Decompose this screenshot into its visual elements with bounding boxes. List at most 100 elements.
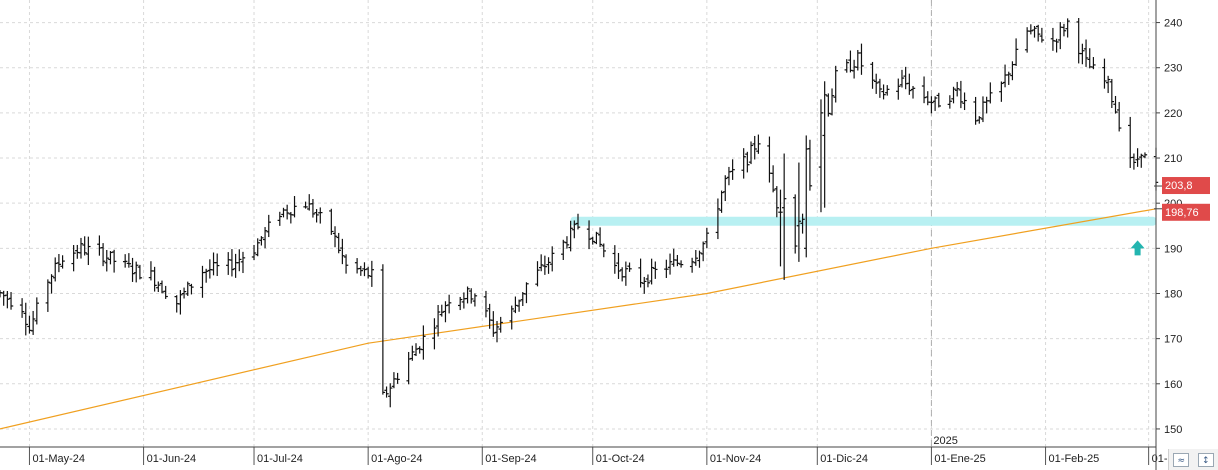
ohlc-bar	[870, 61, 875, 89]
x-tick-label: 01-Oct-24	[596, 453, 645, 465]
ohlc-bar	[388, 383, 393, 408]
ohlc-bar	[211, 252, 216, 276]
scale-toggle-button[interactable]: ↕	[1197, 452, 1214, 467]
ohlc-bars-layer	[0, 18, 1159, 408]
ohlc-bar	[907, 73, 912, 95]
ohlc-bar	[524, 282, 529, 304]
ohlc-bar	[354, 258, 360, 274]
ohlc-bar	[936, 92, 941, 108]
corner-toolbar: ≈ ↕	[1168, 449, 1218, 470]
ohlc-bar	[491, 311, 496, 337]
ohlc-bar	[818, 99, 824, 213]
ohlc-bar	[1128, 116, 1133, 168]
y-tick-label: 180	[1164, 288, 1182, 300]
support-zone	[570, 216, 1156, 226]
ohlc-bar	[929, 96, 934, 114]
ohlc-bar	[756, 134, 761, 154]
ohlc-bar	[826, 93, 831, 117]
ohlc-bar	[457, 296, 463, 311]
ohlc-bar	[881, 84, 886, 100]
ohlc-bar	[689, 257, 695, 273]
ohlc-bar	[134, 261, 139, 283]
ohlc-bar	[156, 281, 161, 293]
ohlc-bar	[1, 290, 6, 306]
ohlc-bar	[310, 198, 316, 218]
ohlc-bar	[675, 254, 680, 267]
ohlc-bar	[564, 236, 570, 249]
ohlc-bar	[307, 194, 312, 211]
ohlc-bar	[1116, 101, 1122, 132]
ohlc-bar	[472, 293, 478, 307]
ohlc-bar	[851, 59, 857, 79]
ohlc-bar	[49, 274, 54, 294]
ohlc-bar	[800, 213, 805, 234]
ohlc-bar	[262, 227, 268, 249]
ohlc-bar	[586, 220, 592, 250]
ohlc-bar	[973, 96, 978, 125]
ohlc-bar	[1135, 148, 1140, 167]
ohlc-bar	[266, 214, 271, 238]
ohlc-bar	[446, 294, 452, 314]
ohlc-bar	[645, 274, 651, 288]
ohlc-bar	[233, 253, 238, 278]
ohlc-bar	[535, 261, 540, 287]
ohlc-bar	[513, 296, 518, 314]
ohlc-bar	[343, 254, 349, 274]
ohlc-bar	[793, 194, 798, 254]
ohlc-bar	[715, 198, 721, 240]
ohlc-bar	[255, 238, 260, 257]
ohlc-bar	[550, 246, 555, 272]
ohlc-bar	[314, 209, 319, 223]
x-tick-label: 01-Feb-25	[1049, 453, 1100, 465]
ohlc-bar	[619, 267, 625, 282]
ohlc-bar	[365, 266, 371, 279]
ohlc-bar	[111, 249, 117, 273]
ohlc-bar	[126, 253, 132, 268]
x-tick-label: 01-Jun-24	[147, 453, 197, 465]
ohlc-bar	[796, 162, 802, 262]
ohlc-bar	[627, 262, 632, 272]
ohlc-bar	[649, 258, 654, 285]
ohlc-bar	[572, 220, 577, 239]
price-label-box	[1162, 203, 1210, 221]
support-zone-layer	[570, 216, 1156, 226]
ohlc-bar	[1076, 18, 1081, 64]
ohlc-bar	[910, 85, 916, 99]
ohlc-bar	[932, 96, 938, 111]
ohlc-bar	[667, 253, 673, 275]
y-tick-label: 170	[1164, 334, 1182, 346]
ohlc-bar	[237, 249, 242, 272]
ohlc-bar	[921, 76, 927, 104]
ohlc-bar	[693, 250, 699, 266]
ohlc-bar	[8, 292, 14, 310]
ohlc-bar	[251, 244, 257, 261]
ohlc-bar	[575, 213, 581, 230]
y-tick-label: 150	[1164, 424, 1182, 436]
ohlc-bar	[590, 236, 595, 245]
ohlc-bar	[60, 255, 65, 269]
ohlc-bar	[1083, 39, 1089, 67]
ohlc-bar	[163, 285, 168, 299]
y-tick-label: 240	[1164, 18, 1182, 30]
ohlc-bar	[152, 266, 157, 292]
ohlc-bar	[730, 159, 735, 180]
ohlc-bar	[1102, 58, 1107, 89]
ohlc-bar	[53, 257, 58, 282]
ohlc-bar	[653, 261, 658, 279]
price-label-text: 203,8	[1165, 180, 1193, 192]
ohlc-bar	[137, 264, 143, 280]
ohlc-bar	[226, 252, 231, 275]
ohlc-bar	[1050, 27, 1056, 51]
ohlc-bar	[568, 220, 573, 252]
ohlc-bar	[723, 175, 728, 202]
autoscale-button[interactable]: ≈	[1173, 452, 1190, 467]
price-label-text: 198,76	[1165, 207, 1199, 219]
ohlc-bar	[104, 249, 109, 272]
ohlc-bar	[75, 244, 80, 259]
ohlc-bar	[597, 227, 603, 247]
ohlc-bar	[623, 261, 629, 286]
ohlc-bar	[1035, 24, 1041, 42]
ohlc-bar	[45, 279, 51, 312]
ohlc-bar	[19, 298, 25, 318]
